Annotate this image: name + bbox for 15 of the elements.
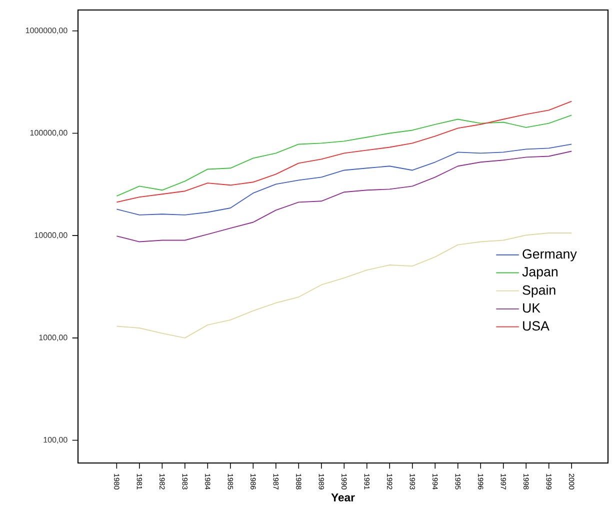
y-tick-label: 1000,00 (39, 334, 68, 342)
y-tick-label: 10000,00 (34, 232, 68, 239)
y-tick-label: 1000000,00 (26, 28, 68, 34)
legend-label: UK (523, 303, 540, 313)
y-tick-label: 100000,00 (30, 130, 68, 137)
line-series (116, 144, 572, 216)
legend-label: Spain (522, 285, 556, 298)
line-series (116, 114, 572, 197)
y-tick-label: 100,00 (44, 436, 68, 444)
line-series (116, 100, 572, 203)
legend-label: USA (523, 321, 550, 331)
line-series (116, 150, 572, 242)
legend-label: Germany (522, 249, 577, 262)
legend-label: Japan (522, 267, 558, 280)
x-axis-title: Year (331, 494, 355, 502)
